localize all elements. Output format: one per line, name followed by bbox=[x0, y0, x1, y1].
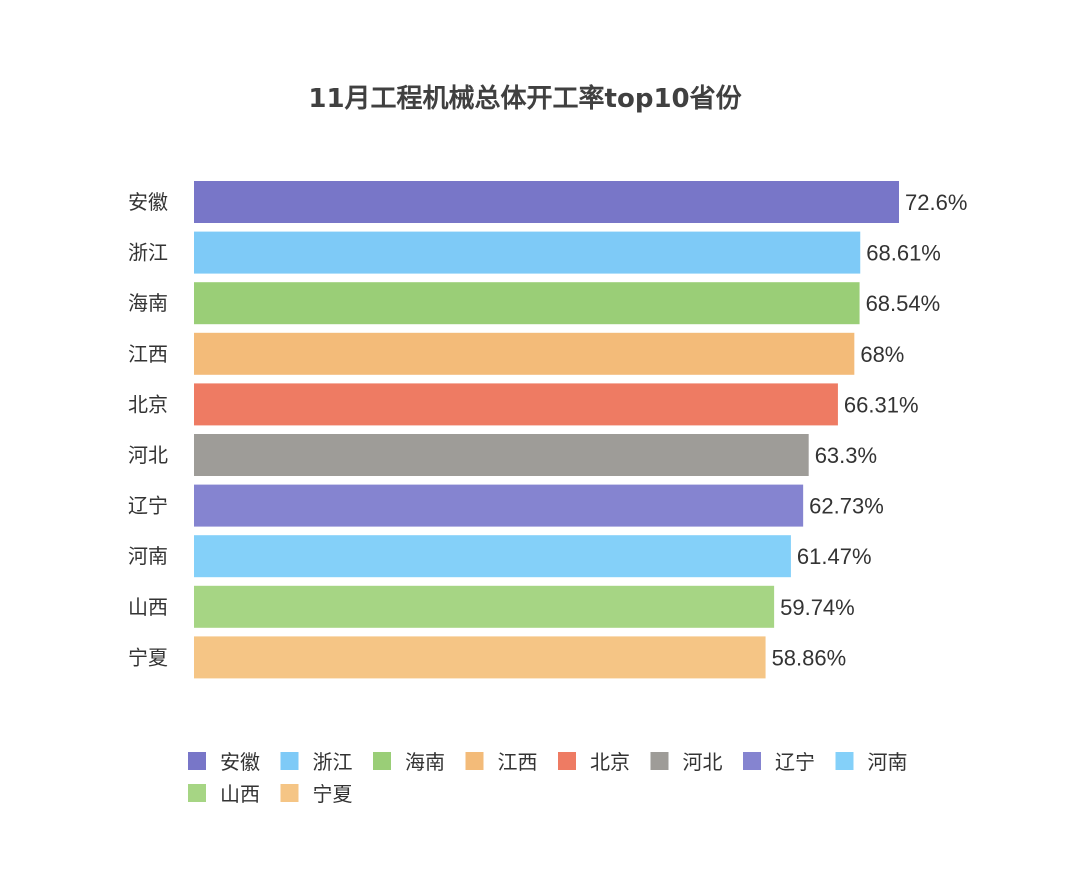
bar-3 bbox=[194, 282, 860, 325]
legend-item: 山西 bbox=[188, 782, 260, 806]
category-label: 山西 bbox=[128, 595, 168, 619]
bar-5 bbox=[194, 383, 838, 426]
legend-item: 辽宁 bbox=[743, 750, 815, 774]
value-label: 58.86% bbox=[772, 645, 847, 670]
value-label: 59.74% bbox=[780, 595, 855, 620]
legend-label: 江西 bbox=[498, 750, 538, 774]
category-label: 河南 bbox=[128, 544, 168, 568]
legend-item: 安徽 bbox=[188, 750, 260, 774]
legend-label: 浙江 bbox=[313, 750, 353, 774]
legend-label: 宁夏 bbox=[313, 782, 353, 806]
category-label: 辽宁 bbox=[128, 494, 168, 518]
bar-10 bbox=[194, 636, 766, 679]
legend-swatch bbox=[373, 752, 391, 770]
legend-item: 江西 bbox=[465, 750, 538, 774]
bar-8 bbox=[194, 535, 791, 578]
legend-label: 海南 bbox=[405, 750, 445, 774]
bar-6 bbox=[194, 434, 809, 476]
legend-label: 北京 bbox=[590, 750, 630, 774]
category-label: 宁夏 bbox=[128, 645, 168, 669]
legend-swatch bbox=[188, 784, 206, 802]
legend-swatch bbox=[558, 752, 576, 770]
value-label: 61.47% bbox=[797, 544, 872, 569]
legend-swatch bbox=[743, 752, 761, 770]
legend-swatch bbox=[650, 752, 669, 770]
value-label: 63.3% bbox=[815, 443, 877, 468]
bar-1 bbox=[194, 181, 899, 223]
bar-7 bbox=[194, 484, 804, 527]
legend-item: 浙江 bbox=[280, 750, 353, 774]
legend-swatch bbox=[280, 784, 299, 802]
legend-label: 河北 bbox=[683, 750, 723, 774]
category-label: 海南 bbox=[128, 291, 168, 315]
bar-2 bbox=[194, 231, 861, 274]
legend-label: 山西 bbox=[220, 782, 260, 806]
legend-label: 辽宁 bbox=[775, 750, 815, 774]
legend-swatch bbox=[280, 752, 299, 770]
legend-swatch bbox=[188, 752, 206, 770]
category-label: 浙江 bbox=[128, 241, 168, 265]
category-label: 安徽 bbox=[128, 190, 168, 214]
value-label: 66.31% bbox=[844, 392, 919, 417]
legend-label: 安徽 bbox=[220, 750, 260, 774]
legend-item: 河南 bbox=[835, 750, 908, 774]
legend-item: 北京 bbox=[558, 750, 630, 774]
category-label: 北京 bbox=[128, 392, 168, 416]
legend-label: 河南 bbox=[868, 750, 908, 774]
legend-item: 河北 bbox=[650, 750, 723, 774]
bar-4 bbox=[194, 332, 855, 375]
value-labels-group: 72.6% 68.61% 68.54% 68% 66.31% 63.3% 62.73% 61.… bbox=[772, 190, 968, 670]
bar-9 bbox=[194, 585, 775, 628]
value-label: 72.6% bbox=[905, 190, 967, 215]
legend-swatch bbox=[465, 752, 484, 770]
legend-item: 宁夏 bbox=[280, 782, 353, 806]
legend-item: 海南 bbox=[373, 750, 445, 774]
chart-title: 11月工程机械总体开工率top10省份 bbox=[308, 83, 741, 114]
category-label: 河北 bbox=[128, 443, 168, 467]
value-label: 68% bbox=[860, 342, 904, 367]
legend-swatch bbox=[835, 752, 854, 770]
category-label: 江西 bbox=[128, 342, 168, 366]
bars-group bbox=[194, 181, 899, 679]
value-label: 62.73% bbox=[809, 494, 884, 519]
value-label: 68.54% bbox=[866, 291, 941, 316]
value-label: 68.61% bbox=[866, 241, 941, 266]
